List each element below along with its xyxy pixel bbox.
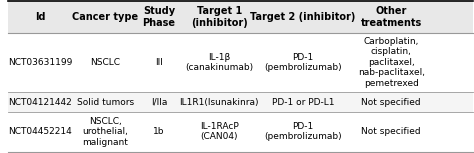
Bar [8, 33, 473, 92]
Text: Carboplatin,
cisplatin,
paclitaxel,
nab-paclitaxel,
pemetrexed: Carboplatin, cisplatin, paclitaxel, nab-… [358, 37, 425, 88]
Text: NCT03631199: NCT03631199 [8, 58, 73, 67]
Text: Other
treatments: Other treatments [361, 6, 422, 28]
Text: Not specified: Not specified [362, 127, 421, 136]
Text: I/IIa: I/IIa [151, 97, 167, 106]
Text: IL-1β
(canakinumab): IL-1β (canakinumab) [185, 53, 254, 72]
Text: Target 1
(inhibitor): Target 1 (inhibitor) [191, 6, 248, 28]
Text: NSCLC: NSCLC [91, 58, 120, 67]
Text: Id: Id [35, 12, 46, 22]
Bar [8, 112, 473, 152]
Text: IL-1RAcP
(CAN04): IL-1RAcP (CAN04) [200, 122, 239, 142]
Text: NCT04452214: NCT04452214 [9, 127, 72, 136]
Text: PD-1
(pembrolizumab): PD-1 (pembrolizumab) [264, 53, 342, 72]
Text: Study
Phase: Study Phase [142, 6, 175, 28]
Text: PD-1
(pembrolizumab): PD-1 (pembrolizumab) [264, 122, 342, 142]
Bar [8, 1, 473, 33]
Text: NCT04121442: NCT04121442 [9, 97, 72, 106]
Text: IL1R1(Isunakinra): IL1R1(Isunakinra) [180, 97, 259, 106]
Text: PD-1 or PD-L1: PD-1 or PD-L1 [272, 97, 334, 106]
Bar [8, 92, 473, 112]
Text: III: III [155, 58, 163, 67]
Text: Target 2 (inhibitor): Target 2 (inhibitor) [250, 12, 356, 22]
Text: NSCLC,
urothelial,
malignant: NSCLC, urothelial, malignant [82, 117, 128, 147]
Text: Solid tumors: Solid tumors [77, 97, 134, 106]
Text: 1b: 1b [153, 127, 164, 136]
Text: Cancer type: Cancer type [73, 12, 138, 22]
Text: Not specified: Not specified [362, 97, 421, 106]
